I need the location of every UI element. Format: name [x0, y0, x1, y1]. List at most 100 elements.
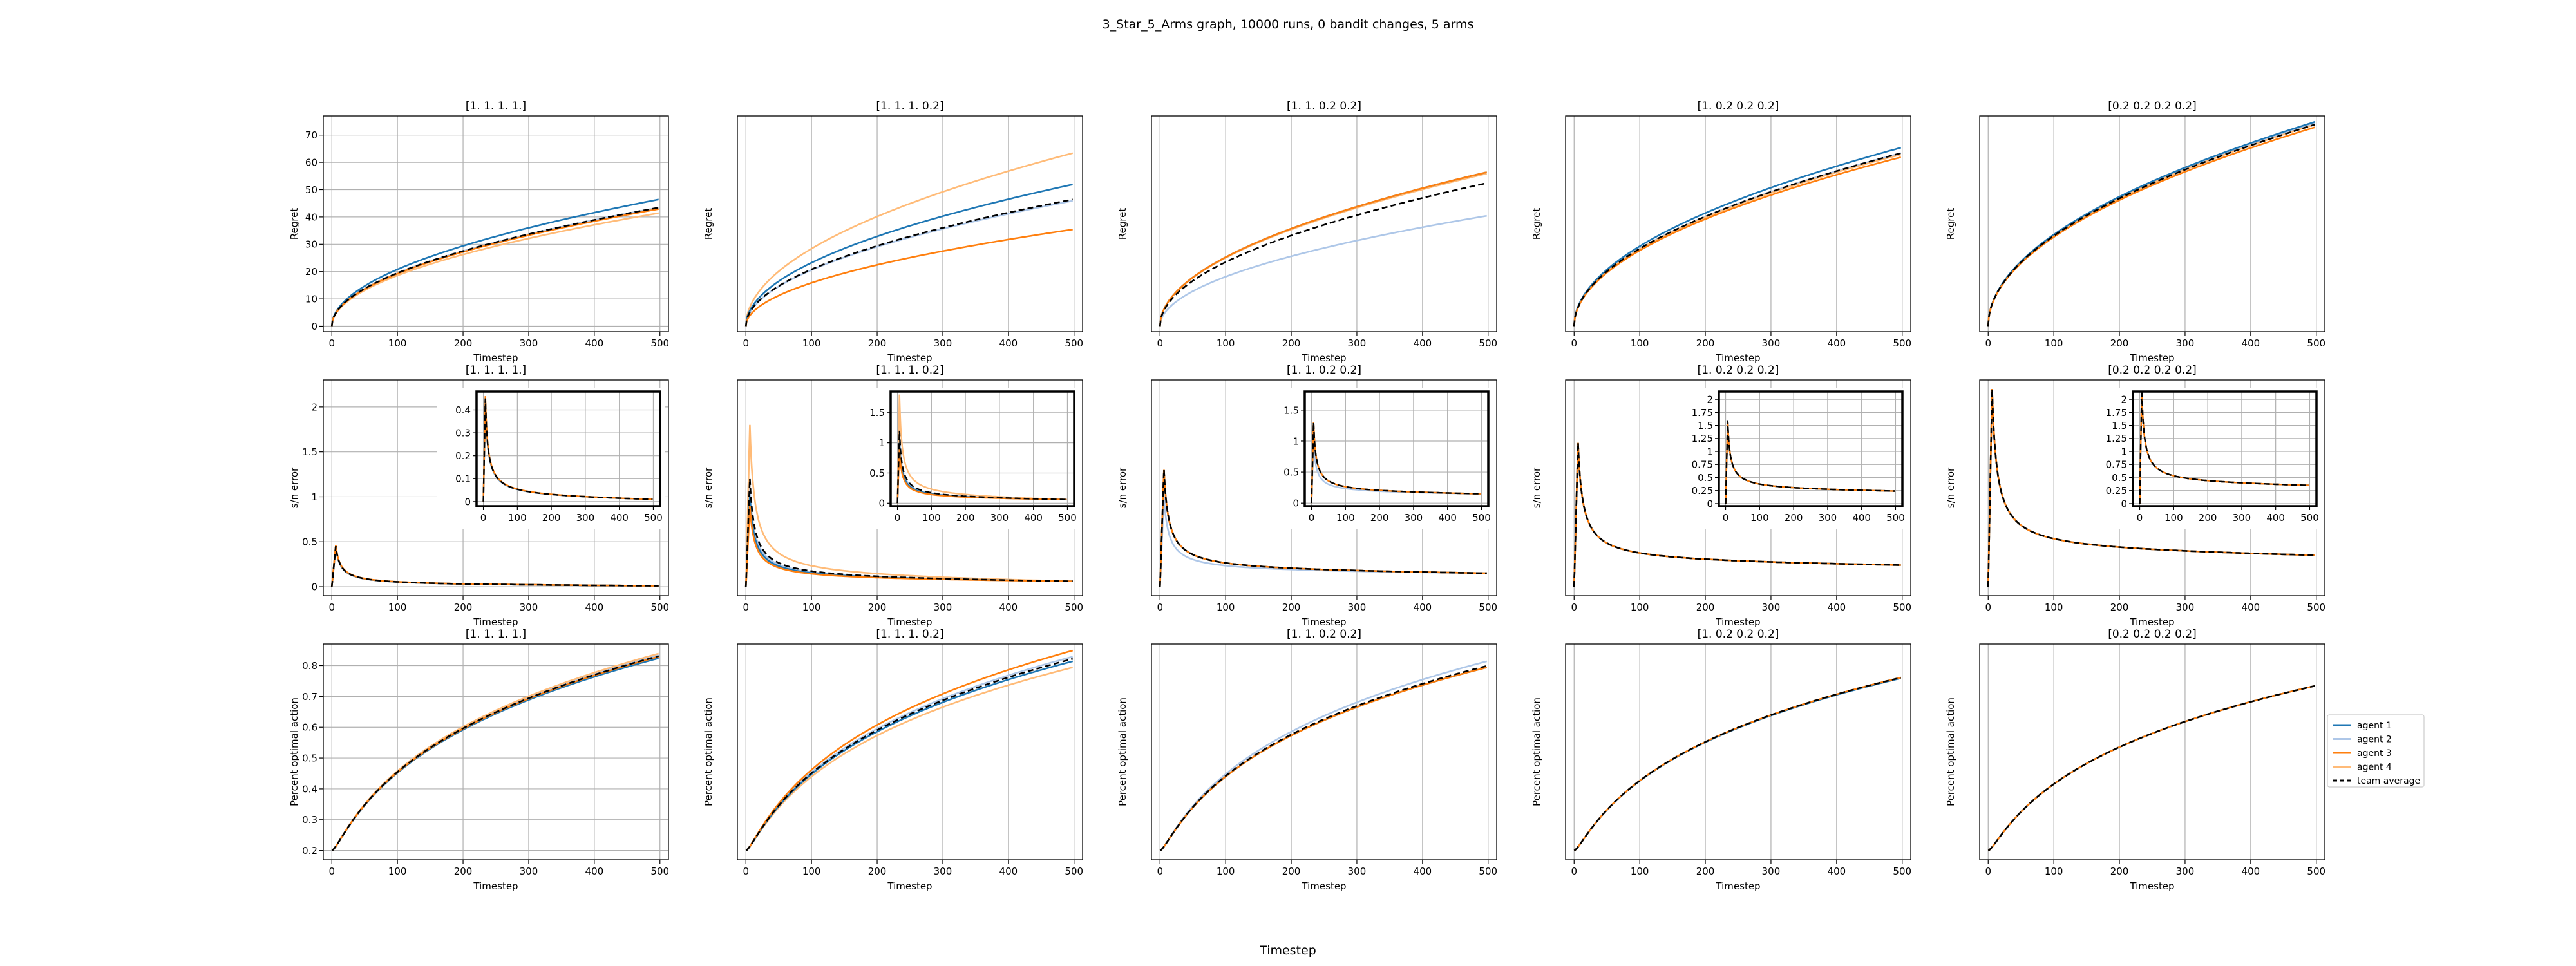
panel-r0c2-xlabel: Timestep [1301, 352, 1346, 364]
panel-r0c3-frame [1565, 115, 1911, 332]
panel-r1c0-inset-ytick-label: 0.4 [455, 404, 471, 416]
panel-r2c4-series-group [1987, 685, 2315, 851]
panel-r0c0-ytick-label: 60 [305, 156, 317, 168]
panel-r2c3-xtick-label: 400 [1828, 866, 1846, 877]
panel-r0c2-grid [1159, 116, 1489, 332]
panel-r1c3-title: [1. 0.2 0.2 0.2] [1698, 364, 1779, 377]
panel-r1c1-xtick-label: 0 [743, 601, 749, 613]
panel-r0c2-xtick-label: 500 [1479, 337, 1497, 349]
panel-r1c3-inset-ytick-label: 0.25 [1692, 485, 1713, 497]
panel-r1c4-inset-ytick-label: 0 [2121, 498, 2127, 509]
legend-entry-label: agent 1 [2357, 721, 2392, 731]
panel-r0c0-series-team-average [330, 207, 659, 327]
panel-r2c3-xtick-label: 300 [1762, 866, 1781, 877]
panel-r2c2-xtick-label: 100 [1217, 866, 1235, 877]
panel-r2c0-ticks: 0 100 200 300 400 500 0.2 0.3 0.4 0.5 0.6 0.7 0.8 [302, 660, 669, 877]
panel-r0c3-xlabel: Timestep [1715, 352, 1760, 364]
panel-r0c0-title: [1. 1. 1. 1.] [466, 100, 526, 113]
panel-r2c4-xlabel: Timestep [2129, 880, 2174, 892]
panel-r1c0-inset-xtick-label: 0 [480, 512, 487, 524]
panel-r1c0-xtick-label: 500 [650, 601, 669, 613]
panel-r1c2-xtick-label: 0 [1157, 601, 1163, 613]
panel-r2c4-ticks: 0 100 200 300 400 500 [1985, 860, 2325, 877]
panel-r1c3-inset: 0 100 200 300 400 50000.250.50.7511.251.51.75… [1679, 388, 1908, 529]
panel-r1c4-inset-ticks: 0 100 200 300 400 50000.250.50.7511.251.51.75… [2106, 394, 2319, 524]
panel-r1c0-title: [1. 1. 1. 1.] [466, 364, 526, 377]
panel-r1c2-inset-series-team-average [1311, 422, 1481, 504]
panel-r1c2-inset-xtick-label: 200 [1370, 512, 1389, 524]
panel-r1c0-inset-ytick-label: 0 [464, 496, 471, 507]
panel-r0c0-xtick-label: 400 [585, 337, 604, 349]
panel-r2c0-ytick-label: 0.2 [302, 845, 317, 857]
panel-r1c0-inset-xtick-label: 100 [508, 512, 527, 524]
panel-r0c0-ytick-label: 50 [305, 184, 317, 196]
panel-r0c1-ylabel: Regret [703, 208, 714, 240]
panel-r0c3-series-group [1573, 147, 1902, 327]
panel-r1c2-series-group [1159, 469, 1487, 587]
legend-entry-label: agent 2 [2357, 735, 2392, 745]
panel-r1c0-inset-xtick-label: 200 [542, 512, 561, 524]
panel-r1c0: 0 100 200 300 400 500 0 0.5 1 1.5 2 [1. 1. 1. 1.] Ti… [289, 364, 669, 628]
panel-r2c0-xtick-label: 0 [328, 866, 335, 877]
panel-r1c0-ytick-label: 1.5 [302, 446, 317, 458]
panel-r2c0-xtick-label: 100 [388, 866, 407, 877]
panel-r1c0-inset: 0 100 200 300 400 500 0 0.1 0.2 0.3 0.4 [437, 388, 665, 529]
panel-r0c4-xtick-label: 200 [2110, 337, 2129, 349]
panel-r0c4-ylabel: Regret [1945, 208, 1956, 240]
panel-r1c2-inset-frame [1303, 390, 1490, 507]
panel-r0c3-xtick-label: 100 [1631, 337, 1649, 349]
panel-r1c2-inset-ytick-label: 0 [1293, 498, 1299, 509]
panel-r0c3-grid [1573, 116, 1903, 332]
panel-r0c1-xtick-label: 0 [743, 337, 749, 349]
panel-r2c0-ytick-label: 0.8 [302, 660, 317, 672]
panel-r2c2-grid [1159, 644, 1489, 860]
panel-r1c1-inset-bg [851, 388, 1079, 529]
panel-r2c2-ylabel: Percent optimal action [1117, 697, 1128, 806]
panel-r1c3: 0 100 200 300 400 500[1. 0.2 0.2 0.2]Timestep… [1531, 364, 1911, 628]
panel-r1c3-frame [1565, 379, 1911, 596]
panel-r1c3-inset-xtick-label: 500 [1886, 512, 1905, 524]
panel-r0c1: 0 100 200 300 400 500 [1. 1. 1. 0.2] Timestep Re… [703, 100, 1083, 364]
panel-r1c3-inset-ytick-label: 0 [1707, 498, 1713, 509]
panel-r2c2: 0 100 200 300 400 500 [1. 1. 0.2 0.2] Timestep P… [1117, 628, 1497, 892]
panel-r1c4-inset-ytick-label: 1.25 [2106, 433, 2127, 444]
panel-r0c2-series-agent-3 [1159, 171, 1488, 327]
panel-r0c4-xtick-label: 400 [2242, 337, 2260, 349]
panel-r1c3-inset-grid [1719, 392, 1902, 506]
panel-r1c0-ytick-label: 0 [311, 581, 317, 592]
panel-r1c1-inset-series-team-average [896, 430, 1067, 504]
panel-r0c4: 0 100 200 300 400 500 [0.2 0.2 0.2 0.2] Timeste… [1945, 100, 2325, 364]
figure-xlabel: Timestep [1259, 943, 1316, 958]
panel-r2c4-xtick-label: 0 [1985, 866, 1991, 877]
panel-r1c1-frame [737, 379, 1083, 596]
panel-r2c1-xtick-label: 500 [1065, 866, 1083, 877]
panel-r2c4-xtick-label: 500 [2307, 866, 2325, 877]
panel-r1c2-xtick-label: 300 [1348, 601, 1367, 613]
panel-r2c1-grid [745, 644, 1075, 860]
panel-r2c2-xtick-label: 200 [1282, 866, 1301, 877]
panel-r1c1-inset-ytick-label: 0 [878, 498, 885, 509]
panel-r2c3-xtick-label: 0 [1571, 866, 1577, 877]
panel-r0c1-xtick-label: 200 [868, 337, 887, 349]
panel-r1c2-inset-ytick-label: 1.5 [1283, 404, 1299, 416]
panel-r0c4-series-team-average [1987, 124, 2316, 327]
panel-r0c0-frame [323, 115, 669, 332]
panel-r1c4: 0 100 200 300 400 500[0.2 0.2 0.2 0.2]Timeste… [1945, 364, 2325, 628]
panel-r1c4-inset-ytick-label: 1 [2121, 446, 2127, 457]
panel-r0c2-ticks: 0 100 200 300 400 500 [1157, 332, 1497, 349]
panel-r1c0-inset-ytick-label: 0.3 [455, 427, 471, 439]
panel-r0c1-xtick-label: 100 [802, 337, 821, 349]
panel-r1c1-series-group [744, 424, 1073, 587]
panel-r1c4-inset-xtick-label: 0 [2137, 512, 2143, 524]
panel-r1c2-inset-xtick-label: 0 [1309, 512, 1315, 524]
panel-r1c3-series-group [1573, 442, 1901, 587]
panel-r0c0-series-group [330, 198, 659, 327]
panel-r2c2-frame [1151, 643, 1497, 860]
panel-r1c3-xlabel: Timestep [1715, 616, 1760, 628]
panel-r1c3-xtick-label: 400 [1828, 601, 1846, 613]
panel-r1c2-ticks: 0 100 200 300 400 500 [1157, 596, 1497, 613]
panel-r0c1-xtick-label: 500 [1065, 337, 1083, 349]
panel-r1c4-inset-bg [2093, 388, 2322, 529]
panel-r0c4-title: [0.2 0.2 0.2 0.2] [2108, 100, 2197, 113]
